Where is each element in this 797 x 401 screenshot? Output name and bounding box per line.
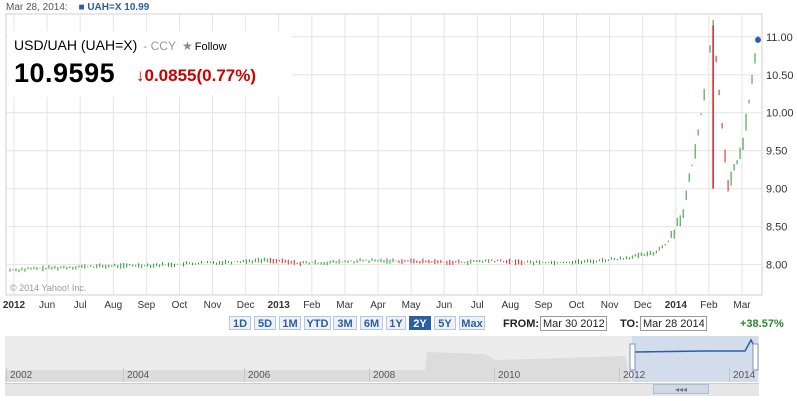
x-tick-label: Mar [336, 300, 354, 311]
x-tick-label: 2012 [3, 300, 26, 311]
x-tick-label: Apr [370, 300, 386, 311]
quote-change-value: 0.0855(0.77%) [144, 66, 257, 85]
x-tick-label: Sep [535, 300, 553, 311]
navigator-year-2004: 2004 [127, 370, 150, 381]
navigator-year-2006: 2006 [248, 370, 271, 381]
follow-button[interactable]: Follow [194, 41, 227, 53]
navigator-tick [6, 368, 7, 382]
x-tick-label: Oct [569, 300, 585, 311]
series-legend-label: UAH=X 10.99 [87, 2, 150, 13]
navigator-year-2008: 2008 [373, 370, 396, 381]
y-tick-label: 8.00 [766, 260, 787, 272]
navigator-tick [244, 368, 245, 382]
y-tick-label: 10.00 [766, 108, 794, 120]
x-tick-label: Dec [634, 300, 652, 311]
from-date-input[interactable] [540, 316, 607, 331]
navigator-year-2002: 2002 [10, 370, 33, 381]
range-button-1m[interactable]: 1M [279, 316, 301, 330]
x-tick-label: Sep [137, 300, 155, 311]
quote-box: USD/UAH (UAH=X) - CCY ★ Follow 10.9595 ↓0.0… [8, 31, 292, 97]
navigator-year-2010: 2010 [498, 370, 521, 381]
range-button-max[interactable]: Max [459, 316, 485, 330]
navigator-chart[interactable] [5, 336, 759, 382]
quote-price: 10.9595 [14, 58, 116, 88]
period-change: +38.57% [740, 318, 784, 330]
navigator-scrollbar[interactable] [5, 383, 759, 396]
range-button-1d[interactable]: 1D [229, 316, 251, 330]
y-tick-label: 10.50 [766, 70, 794, 82]
navigator-selection [632, 336, 758, 382]
scroll-thumb[interactable]: ◂◂◂ [653, 384, 709, 394]
navigator-year-2012: 2012 [623, 370, 646, 381]
down-arrow-icon: ↓ [136, 66, 145, 85]
x-tick-label: Feb [303, 300, 321, 311]
quote-title-row: USD/UAH (UAH=X) - CCY ★ Follow [14, 37, 227, 53]
to-label: TO: [620, 318, 639, 330]
range-button-1y[interactable]: 1Y [386, 316, 406, 330]
range-button-5d[interactable]: 5D [254, 316, 276, 330]
x-tick-label: Feb [700, 300, 718, 311]
x-tick-label: Mar [733, 300, 751, 311]
x-tick-label: Nov [601, 300, 619, 311]
navigator-tick [369, 368, 370, 382]
navigator-tick [123, 368, 124, 382]
quote-change: ↓0.0855(0.77%) [136, 66, 256, 86]
navigator-handle-left [629, 343, 636, 371]
star-icon[interactable]: ★ [181, 39, 193, 53]
y-tick-label: 9.50 [766, 146, 787, 158]
range-button-3m[interactable]: 3M [333, 316, 357, 330]
range-button-2y[interactable]: 2Y [409, 316, 431, 330]
quote-type: - CCY [143, 39, 176, 53]
last-price-marker [755, 36, 761, 43]
watermark: © 2014 Yahoo! Inc. [10, 283, 87, 293]
x-tick-label: Dec [237, 300, 255, 311]
from-label: FROM: [503, 318, 540, 330]
x-tick-label: 2013 [268, 300, 291, 311]
x-tick-label: Aug [501, 300, 519, 311]
quote-title: USD/UAH (UAH=X) [14, 37, 138, 53]
range-button-5y[interactable]: 5Y [434, 316, 456, 330]
series-legend-swatch: ■ [78, 2, 85, 13]
navigator-year-2014: 2014 [733, 370, 756, 381]
x-tick-label: 2014 [665, 300, 688, 311]
range-button-6m[interactable]: 6M [360, 316, 383, 330]
y-tick-label: 9.00 [766, 184, 787, 196]
chart-header: Mar 28, 2014: ■ UAH=X 10.99 [6, 2, 149, 13]
navigator-tick [729, 368, 730, 382]
to-date-input[interactable] [640, 316, 707, 331]
navigator-area [5, 352, 630, 382]
x-tick-label: Jun [39, 300, 55, 311]
y-tick-label: 11.00 [766, 32, 793, 44]
x-tick-label: Nov [204, 300, 222, 311]
x-tick-label: Jul [471, 300, 484, 311]
navigator-tick [494, 368, 495, 382]
x-tick-label: Oct [172, 300, 188, 311]
x-tick-label: Jul [74, 300, 87, 311]
navigator-handle-right [752, 343, 759, 371]
navigator-tick [619, 368, 620, 382]
y-tick-label: 8.50 [766, 222, 787, 234]
chart-date: Mar 28, 2014: [6, 2, 68, 13]
range-button-ytd[interactable]: YTD [304, 316, 331, 330]
x-tick-label: Aug [104, 300, 122, 311]
x-tick-label: May [402, 300, 421, 311]
x-tick-label: Jun [436, 300, 452, 311]
